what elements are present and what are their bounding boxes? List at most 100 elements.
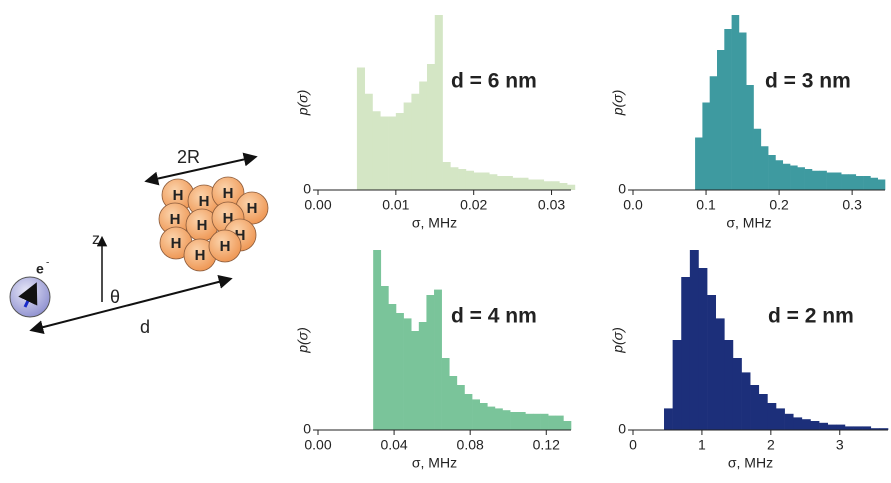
histogram-bar [758, 394, 768, 430]
x-tick-label: 0.1 [696, 197, 716, 213]
histogram-bar [489, 174, 498, 190]
histogram-bar [819, 170, 827, 190]
atom-label: H [247, 200, 258, 217]
histogram-bar [395, 113, 404, 190]
angle-label: θ [110, 287, 120, 307]
histogram-bar [790, 165, 798, 190]
y-tick-label: 0 [618, 181, 626, 197]
histogram-bar [664, 408, 673, 430]
histogram-bar [768, 155, 776, 190]
histogram-bar [695, 137, 703, 190]
histogram-bar [403, 318, 412, 430]
histogram-bar [862, 426, 872, 430]
atom-label: H [223, 185, 234, 202]
atom-label: H [173, 187, 184, 204]
histogram-bar [502, 410, 511, 430]
histogram-bar [434, 289, 442, 430]
histogram-bar [520, 177, 529, 190]
histogram-bar [456, 385, 465, 430]
atom [208, 229, 242, 263]
histogram-bar [855, 176, 864, 190]
electron-charge: - [46, 258, 49, 269]
histogram-bar [681, 277, 691, 430]
histogram-bar [672, 340, 682, 430]
histogram-bar [877, 179, 886, 190]
electron-label: e [36, 261, 44, 277]
x-tick-label: 0.12 [533, 437, 560, 453]
histogram-bar [494, 408, 503, 430]
histogram-bar [418, 322, 427, 430]
x-tick-label: 1 [698, 437, 706, 453]
histogram-bar [449, 376, 458, 430]
histogram-bar [848, 174, 857, 190]
histogram-bar [419, 81, 428, 190]
histogram-bar [479, 403, 488, 430]
x-tick-label: 0.08 [457, 437, 484, 453]
histogram-bar [879, 428, 889, 430]
histogram-bar [784, 413, 794, 430]
histogram-bar [760, 146, 769, 190]
histogram-bar [380, 116, 389, 190]
y-axis-label: p(σ) [610, 327, 626, 354]
x-tick-label: 0.03 [538, 197, 565, 213]
histogram-bar [434, 15, 443, 190]
x-tick-label: 0 [629, 437, 637, 453]
annotation: d = 3 nm [765, 70, 851, 93]
z-label: z [92, 231, 100, 248]
histogram-bar [559, 183, 568, 190]
x-tick-label: 2 [767, 437, 775, 453]
histogram-bar [870, 428, 880, 430]
histogram-bar [458, 169, 467, 190]
histogram-bar [698, 268, 708, 430]
size-arrow [144, 152, 258, 186]
atom-label: H [171, 235, 182, 252]
atom-label: H [195, 247, 206, 264]
x-tick-label: 0.2 [769, 197, 789, 213]
histogram-bar [512, 177, 521, 190]
histogram-bar [403, 102, 412, 190]
x-tick-label: 0.02 [460, 197, 487, 213]
histogram-bar [543, 181, 552, 190]
atom-label: H [199, 193, 210, 210]
histogram-bar [551, 181, 560, 190]
histogram-bar [767, 403, 777, 430]
histogram-bar [741, 372, 751, 430]
histogram-bar [464, 394, 473, 430]
histogram-bar [364, 93, 373, 190]
x-tick-label: 0.01 [382, 197, 409, 213]
x-tick-label: 0.3 [842, 197, 862, 213]
histogram-bar [702, 102, 710, 190]
histogram-bar [689, 250, 699, 430]
histogram-bar [497, 176, 506, 190]
histogram-bar [724, 340, 734, 430]
histogram-bar [776, 408, 785, 430]
atom-label: H [170, 211, 181, 228]
histogram-bar [380, 286, 389, 430]
y-axis-label: p(σ) [295, 327, 311, 354]
histogram-bar [731, 15, 740, 190]
histogram-bar [732, 358, 742, 430]
histogram-bar [709, 76, 718, 190]
histogram-bar [473, 172, 482, 190]
histogram-bar [504, 176, 513, 190]
histogram-bar [717, 50, 725, 190]
histogram-bar [833, 172, 842, 190]
histogram-bar [510, 412, 519, 430]
histogram-bar [441, 358, 450, 430]
histogram-bar [782, 163, 791, 190]
y-tick-label: 0 [303, 181, 311, 197]
histogram-bar [793, 417, 803, 430]
y-tick-label: 0 [618, 421, 626, 437]
histogram-bar [724, 29, 732, 190]
histogram-bar [827, 424, 837, 430]
histogram-bar [753, 128, 762, 190]
annotation: d = 6 nm [451, 70, 537, 93]
histogram-bar [746, 85, 754, 190]
annotation: d = 2 nm [768, 305, 854, 328]
histogram-bar [738, 32, 747, 190]
x-axis-label: σ, MHz [728, 455, 773, 471]
histogram-bar [388, 304, 397, 430]
